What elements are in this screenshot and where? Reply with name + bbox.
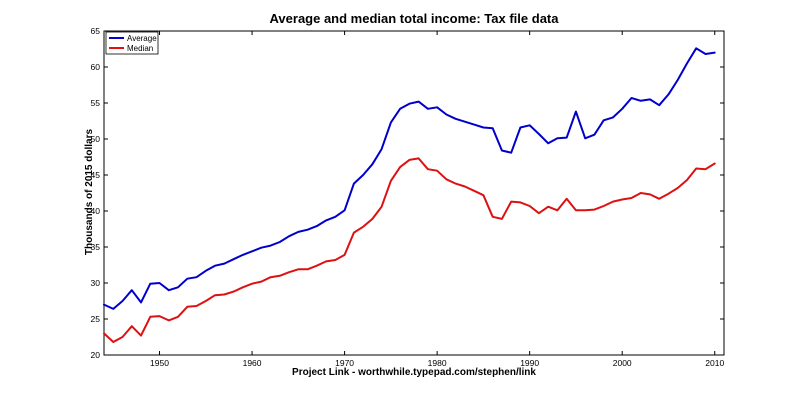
y-tick-label: 65 bbox=[91, 26, 101, 36]
legend-label-median: Median bbox=[127, 44, 153, 53]
y-tick-label: 35 bbox=[91, 242, 101, 252]
axis-ticks: 1950 1960 1970 1980 1990 2000 2010 20 25 30 35 40 45… bbox=[91, 26, 725, 368]
series-line-average bbox=[103, 47, 716, 310]
series-line-median bbox=[103, 157, 716, 343]
x-tick-label: 2010 bbox=[705, 358, 724, 368]
y-tick-label: 25 bbox=[91, 314, 101, 324]
y-tick-label: 45 bbox=[91, 170, 101, 180]
x-tick-label: 1980 bbox=[428, 358, 447, 368]
x-tick-label: 1990 bbox=[520, 358, 539, 368]
y-tick-label: 20 bbox=[91, 350, 101, 360]
x-tick-label: 1970 bbox=[335, 358, 354, 368]
y-tick-label: 60 bbox=[91, 62, 101, 72]
y-tick-label: 40 bbox=[91, 206, 101, 216]
x-tick-label: 1950 bbox=[150, 358, 169, 368]
y-tick-label: 50 bbox=[91, 134, 101, 144]
x-tick-label: 2000 bbox=[613, 358, 632, 368]
x-axis-label: Project Link - worthwhile.typepad.com/st… bbox=[292, 367, 536, 378]
y-tick-label: 30 bbox=[91, 278, 101, 288]
series-lines bbox=[103, 47, 716, 343]
y-axis-label: Thousands of 2015 dollars bbox=[84, 128, 95, 255]
plot-frame bbox=[103, 30, 725, 356]
legend-label-average: Average bbox=[127, 34, 157, 43]
x-tick-label: 1960 bbox=[243, 358, 262, 368]
chart-title: Average and median total income: Tax fil… bbox=[270, 11, 560, 26]
y-tick-label: 55 bbox=[91, 98, 101, 108]
